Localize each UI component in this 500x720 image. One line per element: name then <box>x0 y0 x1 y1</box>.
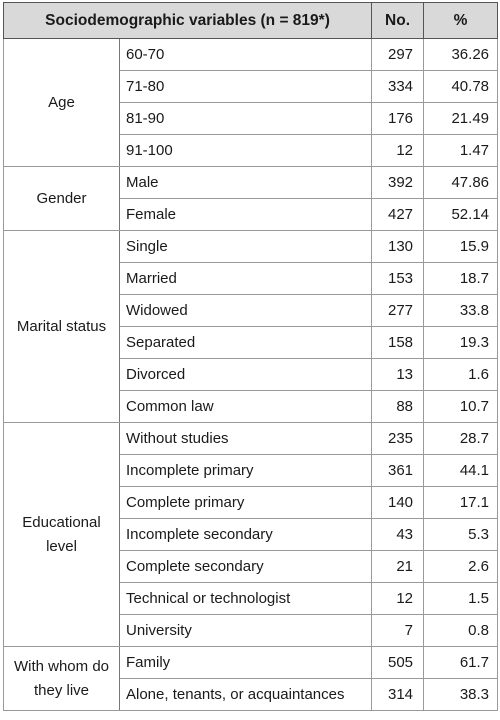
number-cell: 153 <box>371 262 425 295</box>
percent-cell: 47.86 <box>423 166 499 199</box>
number-cell: 7 <box>371 614 425 647</box>
table-row: Alone, tenants, or acquaintances 314 38.3 <box>4 678 499 711</box>
number-cell: 12 <box>371 582 425 615</box>
table-row: With whom do they live Family 505 61.7 <box>3 646 499 711</box>
category-cell: Without studies <box>118 422 373 455</box>
header-row: Sociodemographic variables (n = 819*) No… <box>2 2 499 39</box>
number-cell: 235 <box>371 422 425 455</box>
category-cell: 60-70 <box>118 38 373 71</box>
category-cell: Widowed <box>118 294 373 327</box>
number-cell: 334 <box>371 70 425 103</box>
number-cell: 21 <box>371 550 425 583</box>
header-cell: Sociodemographic variables (n = 819*) <box>2 2 373 39</box>
category-cell: Complete secondary <box>118 550 373 583</box>
percent-cell: 36.26 <box>423 38 499 71</box>
table-row: Gender Male 392 47.86 <box>3 166 499 231</box>
table-row: Educational level Without studies 235 28.7 <box>3 422 499 647</box>
category-cell: 71-80 <box>118 70 373 103</box>
percent-cell: 52.14 <box>423 198 499 231</box>
group-label: Age <box>3 38 120 167</box>
number-cell: 361 <box>371 454 425 487</box>
category-cell: Female <box>118 198 373 231</box>
percent-cell: 5.3 <box>423 518 499 551</box>
percent-cell: 33.8 <box>423 294 499 327</box>
table-row: Technical or technologist 12 1.5 <box>4 582 499 615</box>
percent-cell: 40.78 <box>423 70 499 103</box>
category-cell: Technical or technologist <box>118 582 373 615</box>
category-cell: University <box>118 614 373 647</box>
percent-cell: 2.6 <box>423 550 499 583</box>
percent-cell: 1.6 <box>423 358 499 391</box>
table-row: Separated 158 19.3 <box>4 326 499 359</box>
number-cell: 12 <box>371 134 425 167</box>
group-label: Marital status <box>3 230 120 423</box>
number-cell: 43 <box>371 518 425 551</box>
group-label: Educational level <box>3 422 120 647</box>
percent-cell: 10.7 <box>423 390 499 423</box>
header-cell: No. <box>371 2 425 39</box>
category-cell: Incomplete primary <box>118 454 373 487</box>
table-row: 91-100 12 1.47 <box>4 134 499 167</box>
group-label: Gender <box>3 166 120 231</box>
table-row: Widowed 277 33.8 <box>4 294 499 327</box>
number-cell: 277 <box>371 294 425 327</box>
category-cell: 81-90 <box>118 102 373 135</box>
percent-cell: 0.8 <box>423 614 499 647</box>
percent-cell: 18.7 <box>423 262 499 295</box>
table-body: Age 60-70 297 36.26 71-80 334 40.78 81-90 176 21.… <box>3 38 499 711</box>
percent-cell: 19.3 <box>423 326 499 359</box>
number-cell: 88 <box>371 390 425 423</box>
category-cell: Separated <box>118 326 373 359</box>
table-row: 71-80 334 40.78 <box>4 70 499 103</box>
percent-cell: 38.3 <box>423 678 499 711</box>
percent-cell: 21.49 <box>423 102 499 135</box>
number-cell: 130 <box>371 230 425 263</box>
number-cell: 158 <box>371 326 425 359</box>
percent-cell: 1.47 <box>423 134 499 167</box>
table-row: Married 153 18.7 <box>4 262 499 295</box>
number-cell: 140 <box>371 486 425 519</box>
table-row: Female 427 52.14 <box>4 198 499 231</box>
percent-cell: 1.5 <box>423 582 499 615</box>
category-cell: Family <box>118 646 373 679</box>
percent-cell: 44.1 <box>423 454 499 487</box>
category-cell: Incomplete secondary <box>118 518 373 551</box>
category-cell: Complete primary <box>118 486 373 519</box>
category-cell: Common law <box>118 390 373 423</box>
percent-cell: 17.1 <box>423 486 499 519</box>
category-cell: Male <box>118 166 373 199</box>
table-row: Age 60-70 297 36.26 <box>3 38 499 167</box>
group-label: With whom do they live <box>3 646 120 711</box>
percent-cell: 15.9 <box>423 230 499 263</box>
table-header: Sociodemographic variables (n = 819*) No… <box>2 2 499 39</box>
header-cell: % <box>423 2 499 39</box>
category-cell: Alone, tenants, or acquaintances <box>118 678 373 711</box>
table-row: Marital status Single 130 15.9 <box>3 230 499 423</box>
percent-cell: 61.7 <box>423 646 499 679</box>
number-cell: 176 <box>371 102 425 135</box>
number-cell: 297 <box>371 38 425 71</box>
data-table: Sociodemographic variables (n = 819*) No… <box>2 2 499 711</box>
number-cell: 314 <box>371 678 425 711</box>
number-cell: 392 <box>371 166 425 199</box>
number-cell: 13 <box>371 358 425 391</box>
table-row: Complete primary 140 17.1 <box>4 486 499 519</box>
table-row: Incomplete primary 361 44.1 <box>4 454 499 487</box>
table-row: 81-90 176 21.49 <box>4 102 499 135</box>
number-cell: 505 <box>371 646 425 679</box>
table-row: Common law 88 10.7 <box>4 390 499 423</box>
category-cell: 91-100 <box>118 134 373 167</box>
category-cell: Married <box>118 262 373 295</box>
percent-cell: 28.7 <box>423 422 499 455</box>
number-cell: 427 <box>371 198 425 231</box>
category-cell: Single <box>118 230 373 263</box>
table-row: University 7 0.8 <box>4 614 499 647</box>
table-row: Divorced 13 1.6 <box>4 358 499 391</box>
category-cell: Divorced <box>118 358 373 391</box>
